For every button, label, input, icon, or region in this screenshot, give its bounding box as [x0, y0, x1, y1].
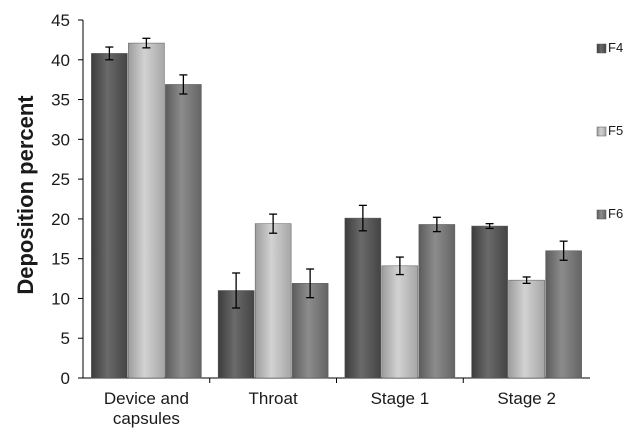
- y-tick-label: 5: [61, 329, 70, 348]
- x-category-label: Stage 2: [497, 389, 556, 408]
- bar-f6: [165, 84, 202, 379]
- bar-f6: [291, 283, 329, 379]
- x-category-label: Stage 1: [371, 389, 430, 408]
- x-category-label: Device and: [104, 389, 189, 408]
- y-tick-label: 20: [51, 210, 70, 229]
- bar-f6: [418, 224, 456, 379]
- y-tick-label: 0: [61, 369, 70, 388]
- bar-f5: [128, 42, 165, 379]
- y-tick-label: 10: [51, 289, 70, 308]
- bar-f4: [344, 217, 382, 379]
- x-category-label: capsules: [113, 409, 180, 428]
- legend-swatch-f5: [596, 126, 607, 137]
- bar-f4: [91, 53, 128, 379]
- y-tick-label: 15: [51, 250, 70, 269]
- bar-f5: [381, 265, 419, 379]
- legend-label-f4: F4: [608, 40, 623, 55]
- y-tick-label: 30: [51, 130, 70, 149]
- y-axis-title: Deposition percent: [13, 95, 38, 295]
- y-tick-label: 40: [51, 51, 70, 70]
- y-tick-label: 35: [51, 91, 70, 110]
- legend-label-f6: F6: [608, 206, 623, 221]
- legend-swatch-f6: [596, 209, 607, 220]
- bar-f5: [508, 279, 545, 379]
- bar-f4: [471, 225, 508, 379]
- bar-f6: [545, 250, 582, 379]
- bar-f5: [254, 223, 292, 379]
- legend-swatch-f4: [596, 43, 607, 54]
- legend-label-f5: F5: [608, 123, 623, 138]
- y-tick-label: 25: [51, 170, 70, 189]
- x-category-label: Throat: [249, 389, 298, 408]
- y-tick-label: 45: [51, 11, 70, 30]
